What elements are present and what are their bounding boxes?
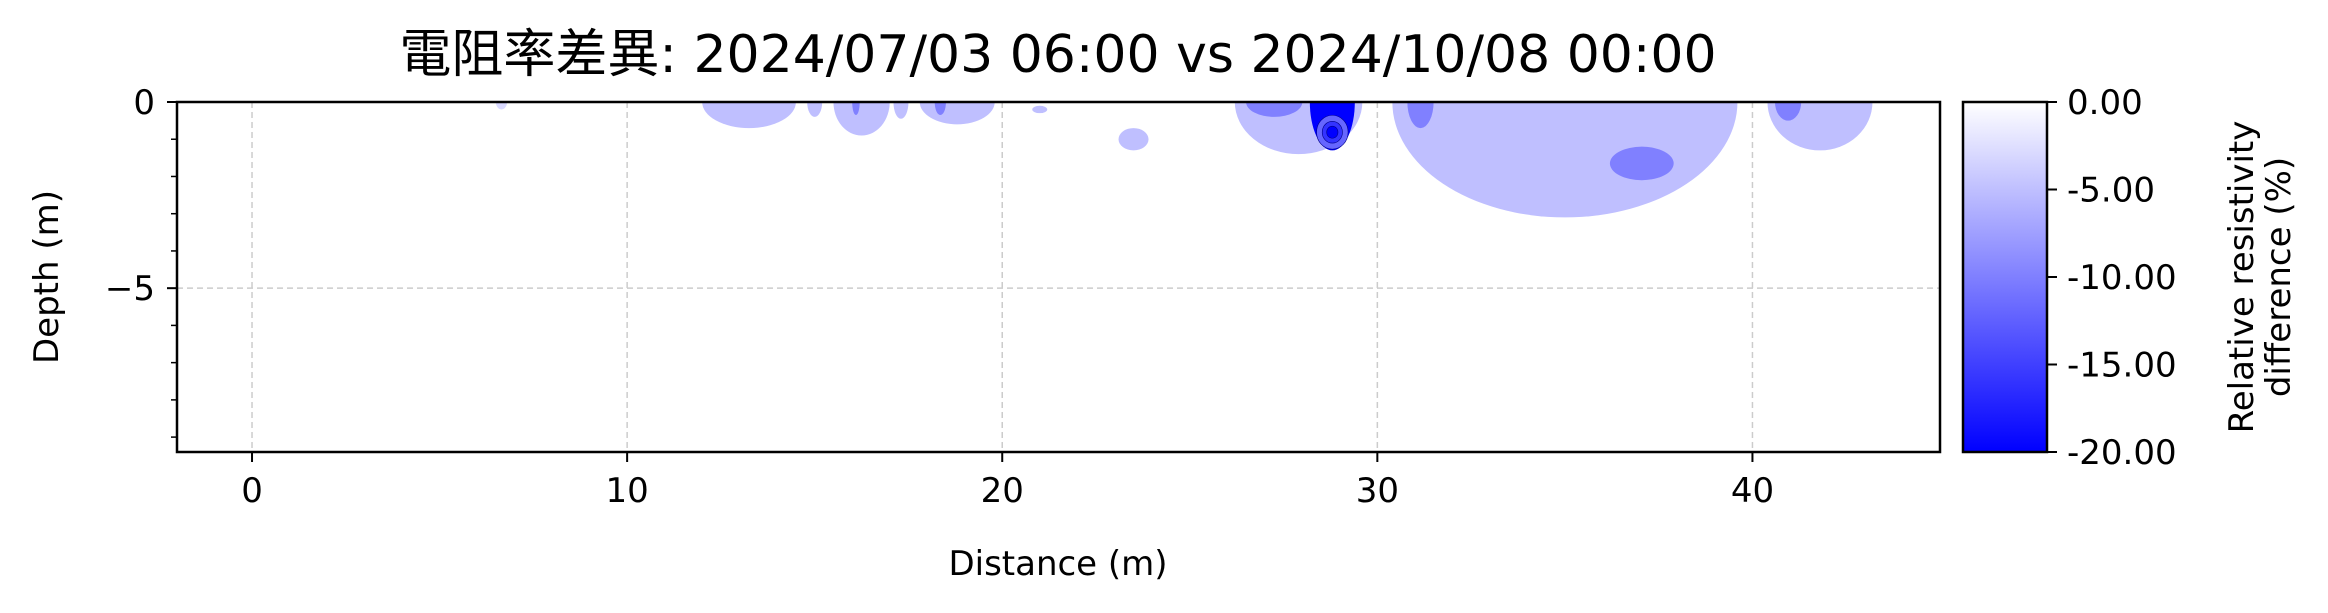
contour-patch — [1774, 102, 1802, 121]
colorbar-tick-label: -5.00 — [2067, 171, 2155, 211]
x-axis-label: Distance (m) — [948, 544, 1167, 584]
plot-frame — [175, 100, 1942, 454]
y-tick-label: 0 — [133, 83, 155, 123]
y-tick-label: −5 — [105, 269, 155, 309]
colorbar-tick-label: 0.00 — [2067, 83, 2143, 123]
contour-patch — [893, 102, 909, 119]
colorbar-tick-label: -20.00 — [2067, 433, 2177, 473]
x-tick-label: 0 — [241, 471, 263, 511]
colorbar-label-line2: difference (%) — [2259, 157, 2299, 397]
contour-patch — [1609, 146, 1674, 181]
contour-patch — [934, 102, 946, 116]
x-tick-label: 30 — [1356, 471, 1399, 511]
y-axis-ticks: 0 −5 — [105, 83, 177, 438]
contour-fills — [495, 102, 1873, 218]
colorbar-tick-label: -15.00 — [2067, 346, 2177, 386]
contour-patch — [833, 102, 890, 136]
colorbar-tick-label: -10.00 — [2067, 258, 2177, 298]
contour-core — [1326, 125, 1339, 139]
colorbar: 0.00 -5.00 -10.00 -15.00 -20.00 Relative res… — [1961, 83, 2299, 473]
contour-patch — [1118, 128, 1149, 151]
colorbar-gradient — [1961, 100, 2049, 454]
contour-patch — [1032, 105, 1048, 114]
x-tick-label: 40 — [1731, 471, 1774, 511]
y-axis-label: Depth (m) — [27, 190, 67, 364]
x-tick-label: 10 — [605, 471, 648, 511]
contour-patch — [1392, 102, 1738, 218]
grid-lines — [177, 102, 1940, 452]
x-tick-label: 20 — [981, 471, 1024, 511]
colorbar-label-line1: Relative resistivity — [2222, 121, 2262, 434]
plot-area: 0 10 20 30 40 0 −5 — [105, 83, 1942, 511]
contour-patch — [495, 102, 508, 110]
chart-title: 電阻率差異: 2024/07/03 06:00 vs 2024/10/08 00… — [399, 25, 1716, 85]
x-axis-ticks: 0 10 20 30 40 — [241, 452, 1774, 511]
colorbar-ticks: 0.00 -5.00 -10.00 -15.00 -20.00 — [2047, 83, 2177, 473]
contour-patch — [702, 102, 796, 129]
contour-patch — [807, 102, 823, 117]
contour-patch — [1246, 102, 1303, 117]
contour-patch — [852, 102, 860, 116]
contour-patch — [1407, 102, 1434, 129]
